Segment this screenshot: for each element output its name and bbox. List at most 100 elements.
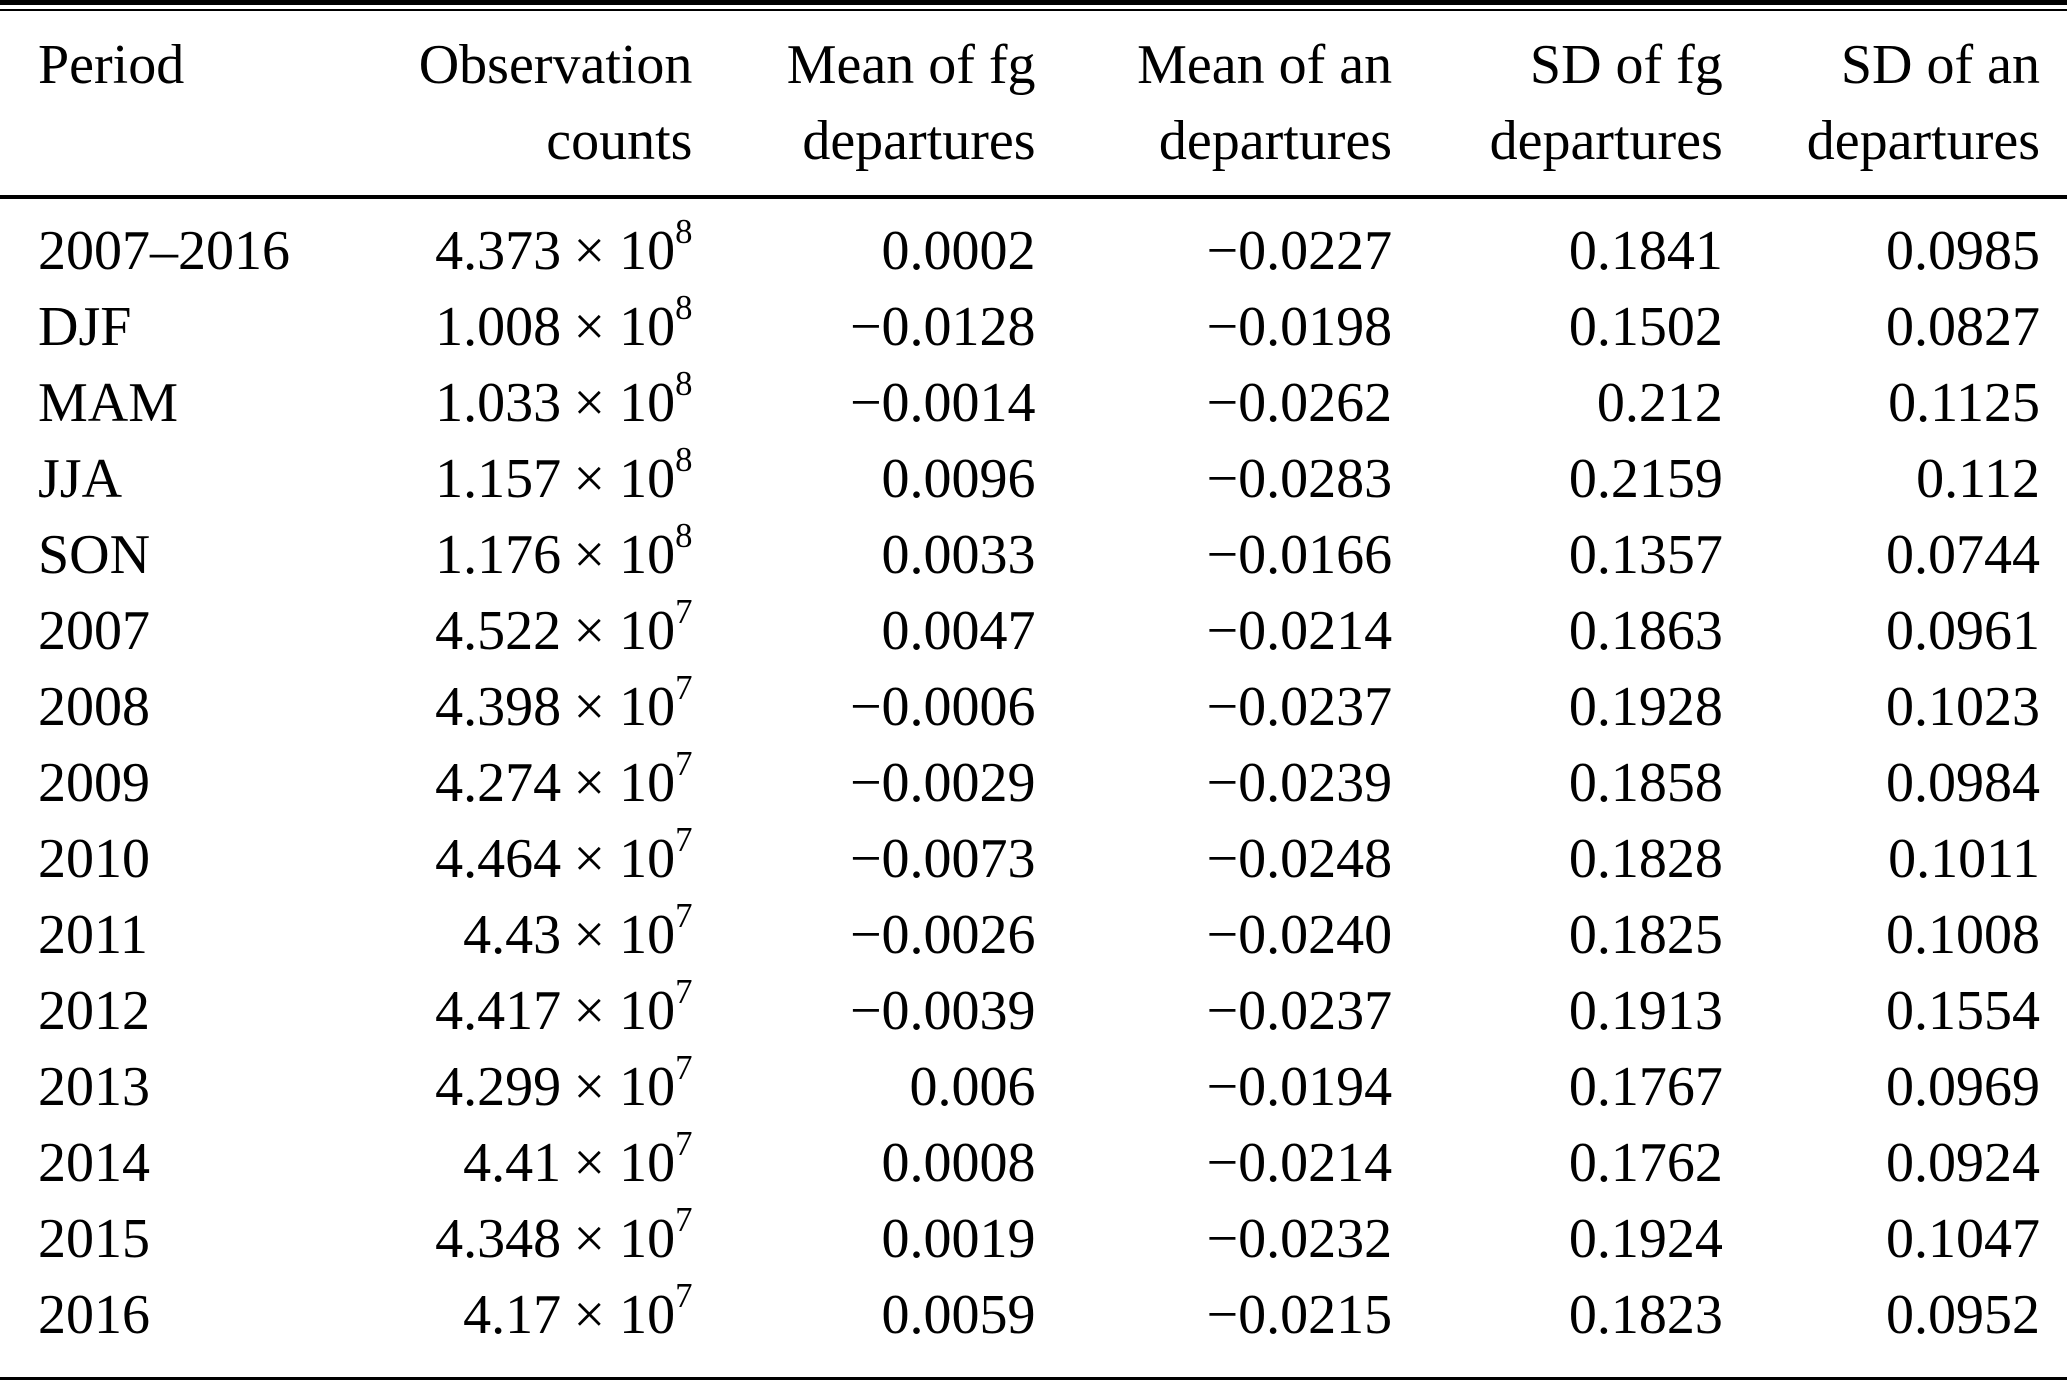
count-mantissa: 4.464: [435, 828, 562, 890]
count-mantissa: 4.373: [435, 220, 562, 282]
count-mantissa: 4.274: [435, 752, 562, 814]
sd-an-cell: 0.0952: [1886, 1284, 2040, 1346]
mean-an-cell: −0.0166: [1206, 524, 1393, 586]
mean-fg-cell: 0.0059: [881, 1284, 1036, 1346]
count-mantissa: 4.522: [435, 600, 562, 662]
period-cell: 2007: [38, 600, 150, 662]
sd-fg-cell: 0.1913: [1568, 980, 1723, 1042]
count-base: × 10: [573, 372, 676, 434]
period-cell: 2012: [38, 980, 150, 1042]
sd-an-cell: 0.0961: [1886, 600, 2040, 662]
sd-fg-cell: 0.1858: [1568, 752, 1723, 814]
table-row: 2012 4.417 × 107 −0.0039 −0.0237 0.1913 0…: [0, 973, 2067, 1049]
count-base: × 10: [573, 448, 676, 510]
header-line: Mean of an: [1137, 34, 1393, 96]
mean-an-cell: −0.0239: [1206, 752, 1393, 814]
sd-an-cell: 0.1554: [1886, 980, 2040, 1042]
sd-fg-cell: 0.1924: [1568, 1208, 1723, 1270]
header-line: Mean of fg: [786, 34, 1036, 96]
header-line: departures: [1489, 110, 1723, 172]
obs-count-cell: 1.157 × 108: [289, 441, 692, 517]
sd-fg-cell: 0.1357: [1568, 524, 1723, 586]
sd-fg-cell: 0.1762: [1568, 1132, 1723, 1194]
count-mantissa: 4.417: [435, 980, 562, 1042]
header-line: Observation: [418, 34, 693, 96]
mean-fg-cell: −0.0029: [849, 752, 1036, 814]
count-mantissa: 1.157: [435, 448, 562, 510]
obs-count-cell: 4.41 × 107: [289, 1125, 692, 1201]
mean-an-cell: −0.0198: [1206, 296, 1393, 358]
table-body: 2007–2016 4.373 × 108 0.0002 −0.0227 0.18…: [0, 197, 2067, 1377]
period-cell: SON: [38, 524, 151, 586]
period-cell: DJF: [38, 296, 132, 358]
column-header-sd-an: SD of an departures: [1722, 11, 2067, 199]
period-cell: 2011: [38, 904, 148, 966]
mean-an-cell: −0.0248: [1206, 828, 1393, 890]
mean-an-cell: −0.0215: [1206, 1284, 1393, 1346]
mean-an-cell: −0.0214: [1206, 600, 1393, 662]
sd-fg-cell: 0.1828: [1568, 828, 1723, 890]
sd-fg-cell: 0.1502: [1568, 296, 1723, 358]
count-base: × 10: [573, 752, 676, 814]
obs-count-cell: 1.033 × 108: [289, 365, 692, 441]
mean-fg-cell: 0.0019: [881, 1208, 1036, 1270]
mean-fg-cell: 0.006: [909, 1056, 1036, 1118]
count-base: × 10: [573, 524, 676, 586]
sd-an-cell: 0.0827: [1886, 296, 2040, 358]
period-cell: 2007–2016: [38, 220, 290, 282]
count-mantissa: 1.008: [435, 296, 562, 358]
count-mantissa: 4.398: [435, 676, 562, 738]
count-mantissa: 1.033: [435, 372, 562, 434]
obs-count-cell: 4.348 × 107: [289, 1201, 692, 1277]
mean-fg-cell: −0.0128: [849, 296, 1036, 358]
sd-an-cell: 0.1047: [1886, 1208, 2040, 1270]
count-exponent: 7: [675, 1124, 693, 1164]
table-row: 2008 4.398 × 107 −0.0006 −0.0237 0.1928 0…: [0, 669, 2067, 745]
mean-an-cell: −0.0262: [1206, 372, 1393, 434]
obs-count-cell: 4.43 × 107: [289, 897, 692, 973]
count-mantissa: 4.43: [463, 904, 562, 966]
period-cell: 2008: [38, 676, 150, 738]
mean-fg-cell: −0.0014: [849, 372, 1036, 434]
count-base: × 10: [573, 904, 676, 966]
table-row: 2011 4.43 × 107 −0.0026 −0.0240 0.1825 0.…: [0, 897, 2067, 973]
count-exponent: 8: [675, 516, 693, 556]
obs-count-cell: 4.398 × 107: [289, 669, 692, 745]
table-row: 2014 4.41 × 107 0.0008 −0.0214 0.1762 0.0…: [0, 1125, 2067, 1201]
mean-fg-cell: −0.0026: [849, 904, 1036, 966]
mean-fg-cell: 0.0002: [881, 220, 1036, 282]
statistics-table: Period Observation counts Mean of fg dep…: [0, 11, 2067, 1377]
table-row: 2015 4.348 × 107 0.0019 −0.0232 0.1924 0.…: [0, 1201, 2067, 1277]
count-base: × 10: [573, 828, 676, 890]
count-mantissa: 4.17: [463, 1284, 562, 1346]
column-header-period: Period: [0, 11, 290, 199]
count-base: × 10: [573, 1132, 676, 1194]
mean-fg-cell: 0.0096: [881, 448, 1036, 510]
header-line: departures: [802, 110, 1036, 172]
column-header-mean-an: Mean of an departures: [1035, 11, 1393, 199]
sd-an-cell: 0.0985: [1886, 220, 2040, 282]
count-base: × 10: [573, 1284, 676, 1346]
mean-fg-cell: 0.0008: [881, 1132, 1036, 1194]
sd-fg-cell: 0.1825: [1568, 904, 1723, 966]
count-exponent: 7: [675, 592, 693, 632]
count-base: × 10: [573, 600, 676, 662]
table-row: 2016 4.17 × 107 0.0059 −0.0215 0.1823 0.0…: [0, 1277, 2067, 1377]
count-mantissa: 4.348: [435, 1208, 562, 1270]
sd-an-cell: 0.1008: [1886, 904, 2040, 966]
sd-an-cell: 0.0744: [1886, 524, 2040, 586]
mean-fg-cell: −0.0073: [849, 828, 1036, 890]
sd-an-cell: 0.0924: [1886, 1132, 2040, 1194]
sd-fg-cell: 0.1841: [1568, 220, 1723, 282]
count-exponent: 7: [675, 744, 693, 784]
table-row: MAM 1.033 × 108 −0.0014 −0.0262 0.212 0.1…: [0, 365, 2067, 441]
period-cell: 2010: [38, 828, 150, 890]
table-row: 2013 4.299 × 107 0.006 −0.0194 0.1767 0.0…: [0, 1049, 2067, 1125]
count-mantissa: 4.41: [463, 1132, 562, 1194]
period-cell: 2009: [38, 752, 150, 814]
count-exponent: 8: [675, 440, 693, 480]
column-header-sd-fg: SD of fg departures: [1392, 11, 1723, 199]
mean-an-cell: −0.0237: [1206, 676, 1393, 738]
count-base: × 10: [573, 1056, 676, 1118]
bottom-rule: [0, 1377, 2067, 1380]
